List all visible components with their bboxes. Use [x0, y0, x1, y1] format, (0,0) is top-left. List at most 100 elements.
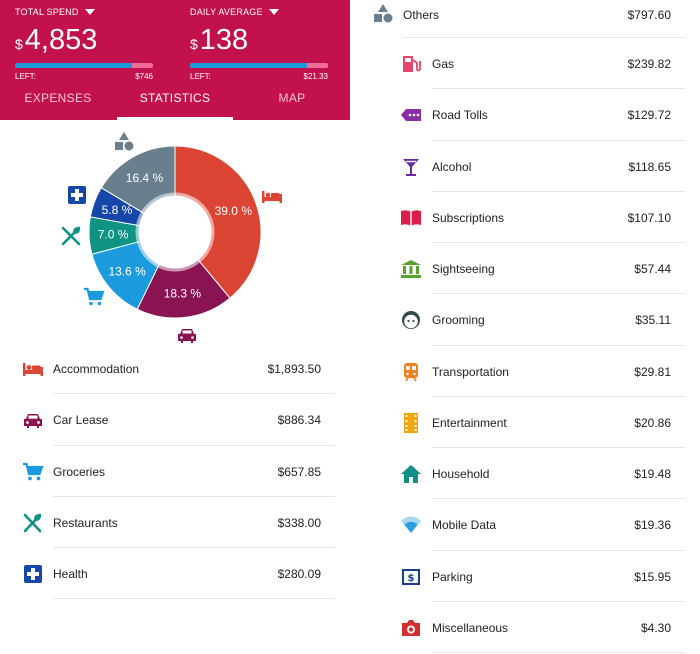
category-amount: $1,893.50	[267, 362, 321, 376]
category-name: Accommodation	[53, 362, 140, 376]
divider	[432, 549, 685, 551]
divider	[432, 88, 685, 90]
category-amount: $886.34	[277, 413, 321, 428]
daily-average-progress-bar	[190, 63, 328, 68]
camera-icon	[400, 618, 422, 638]
svg-text:$: $	[408, 573, 415, 584]
slice-percent-label: 13.6 %	[108, 264, 146, 278]
slice-percent-label: 5.8 %	[102, 203, 133, 217]
donut-hole	[135, 192, 215, 272]
list-item-entertainment[interactable]: Entertainment $20.86	[350, 397, 700, 448]
category-name: Sightseeing	[432, 262, 495, 276]
progress-fill	[190, 63, 308, 68]
category-name: Mobile Data	[432, 518, 497, 533]
total-spend-dropdown[interactable]: TOTAL SPEND	[15, 7, 95, 17]
list-item-parking[interactable]: $ Parking $15.95	[350, 551, 700, 602]
category-list-right: Gas $239.82 Road Tolls $129.72 Alcohol $…	[350, 38, 700, 653]
left-label: LEFT:	[190, 72, 211, 81]
medical-cross-icon	[68, 186, 86, 204]
category-name: Entertainment	[432, 415, 507, 430]
list-item-groceries[interactable]: Groceries $657.85	[0, 446, 350, 497]
category-amount: $797.60	[627, 8, 671, 22]
category-amount: $29.81	[634, 364, 671, 379]
cart-icon	[22, 462, 44, 482]
list-item-road-tolls[interactable]: Road Tolls $129.72	[350, 89, 700, 141]
total-spend-amount: 4,853	[24, 24, 98, 56]
category-amount: $20.86	[634, 415, 671, 430]
category-name: Subscriptions	[432, 210, 505, 225]
house-icon	[400, 464, 422, 484]
category-name: Miscellaneous	[432, 620, 509, 635]
category-name: Restaurants	[53, 515, 118, 530]
left-label: LEFT:	[15, 72, 36, 81]
list-item-transportation[interactable]: Transportation $29.81	[350, 346, 700, 397]
total-spend-label: TOTAL SPEND	[15, 7, 79, 17]
category-amount: $657.85	[277, 464, 321, 479]
list-item-miscellaneous[interactable]: Miscellaneous $4.30	[350, 602, 700, 653]
daily-average-label: DAILY AVERAGE	[190, 7, 263, 17]
right-panel: Others $797.60 Gas $239.82 Road Tolls $1…	[350, 0, 700, 654]
list-item-subscriptions[interactable]: Subscriptions $107.10	[350, 192, 700, 243]
list-item-gas[interactable]: Gas $239.82	[350, 38, 700, 90]
toll-tag-icon	[400, 105, 422, 125]
list-item-alcohol[interactable]: Alcohol $118.65	[350, 141, 700, 192]
list-item-health[interactable]: Health $280.09	[0, 548, 350, 600]
book-icon	[400, 208, 422, 228]
utensils-icon	[61, 226, 81, 246]
category-amount: $4.30	[640, 620, 671, 635]
divider	[403, 37, 685, 38]
left-value: $746	[135, 72, 153, 81]
category-name: Transportation	[432, 364, 509, 379]
dropdown-caret-icon	[268, 8, 279, 15]
tab-statistics[interactable]: STATISTICS	[117, 86, 233, 120]
daily-average-dropdown[interactable]: DAILY AVERAGE	[190, 7, 279, 17]
category-name: Groceries	[53, 464, 106, 479]
divider	[432, 190, 685, 192]
category-amount: $19.36	[634, 518, 671, 533]
car-icon	[178, 329, 196, 343]
list-item-others[interactable]: Others $797.60	[350, 0, 700, 38]
category-amount: $239.82	[627, 57, 671, 71]
divider	[432, 395, 685, 397]
left-value: $21.33	[303, 72, 328, 81]
list-item-sightseeing[interactable]: Sightseeing $57.44	[350, 243, 700, 295]
category-amount: $35.11	[635, 313, 671, 328]
parking-icon: $	[400, 567, 422, 587]
divider	[432, 242, 685, 243]
face-icon	[400, 310, 422, 330]
divider	[432, 498, 685, 500]
list-item-grooming[interactable]: Grooming $35.11	[350, 294, 700, 346]
list-item-accommodation[interactable]: Accommodation $1,893.50	[0, 343, 350, 395]
category-name: Others	[403, 8, 440, 22]
slice-percent-label: 7.0 %	[98, 228, 129, 242]
cocktail-icon	[400, 157, 422, 177]
divider	[53, 444, 335, 446]
list-item-restaurants[interactable]: Restaurants $338.00	[0, 497, 350, 548]
wifi-icon	[400, 515, 422, 535]
category-amount: $118.65	[628, 159, 672, 174]
film-icon	[400, 412, 422, 433]
slice-percent-label: 16.4 %	[126, 171, 164, 185]
divider	[53, 495, 335, 497]
left-panel: TOTAL SPEND $4,853 LEFT: $746 DAILY AVERA…	[0, 0, 350, 600]
divider	[53, 598, 335, 600]
category-amount: $107.10	[627, 210, 671, 225]
category-amount: $280.09	[277, 567, 321, 581]
list-item-car-lease[interactable]: Car Lease $886.34	[0, 394, 350, 446]
divider	[432, 344, 685, 346]
divider	[53, 393, 335, 395]
category-donut-chart: 39.0 % 18.3 % 13.6 % 7.0 % 5.8 % 16.4 %	[0, 120, 350, 350]
list-item-household[interactable]: Household $19.48	[350, 448, 700, 500]
category-amount: $129.72	[627, 108, 671, 123]
currency-symbol: $	[190, 36, 198, 52]
slice-percent-label: 18.3 %	[164, 287, 202, 301]
train-icon	[400, 362, 422, 382]
bed-icon	[262, 191, 282, 203]
shapes-icon	[372, 3, 394, 25]
total-spend-value: $4,853	[15, 24, 97, 57]
tab-map[interactable]: MAP	[278, 91, 306, 105]
list-item-mobile-data[interactable]: Mobile Data $19.36	[350, 499, 700, 551]
progress-fill	[15, 63, 133, 68]
tab-expenses[interactable]: EXPENSES	[24, 91, 92, 105]
category-name: Parking	[432, 569, 473, 584]
